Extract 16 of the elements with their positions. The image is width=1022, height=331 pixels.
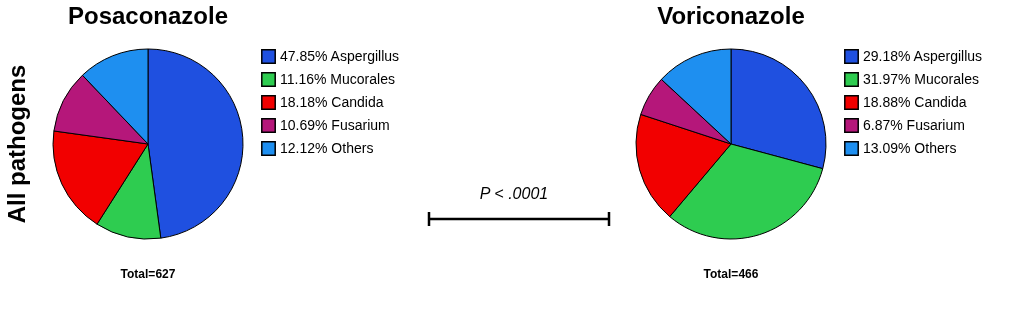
text: All pathogens — [3, 64, 30, 224]
legend-label: 10.69% Fusarium — [280, 116, 390, 133]
legend-label: 47.85% Aspergillus — [280, 47, 400, 64]
legend-label: 12.12% Others — [280, 139, 374, 156]
legend-label: 6.87% Fusarium — [863, 116, 965, 133]
text: P < .0001 — [479, 185, 549, 202]
legend-label: 13.09% Others — [863, 139, 957, 156]
legend-label: 29.18% Aspergillus — [863, 47, 983, 64]
legend-label: 18.18% Candida — [280, 93, 384, 110]
legend-label: 31.97% Mucorales — [863, 70, 979, 87]
text: Total=466 — [703, 267, 759, 281]
text: Total=627 — [120, 267, 176, 281]
legend-label: 11.16% Mucorales — [280, 70, 395, 87]
legend-label: 18.88% Candida — [863, 93, 967, 110]
chart-title: Posaconazole — [67, 2, 229, 29]
chart-title: Voriconazole — [657, 2, 805, 29]
